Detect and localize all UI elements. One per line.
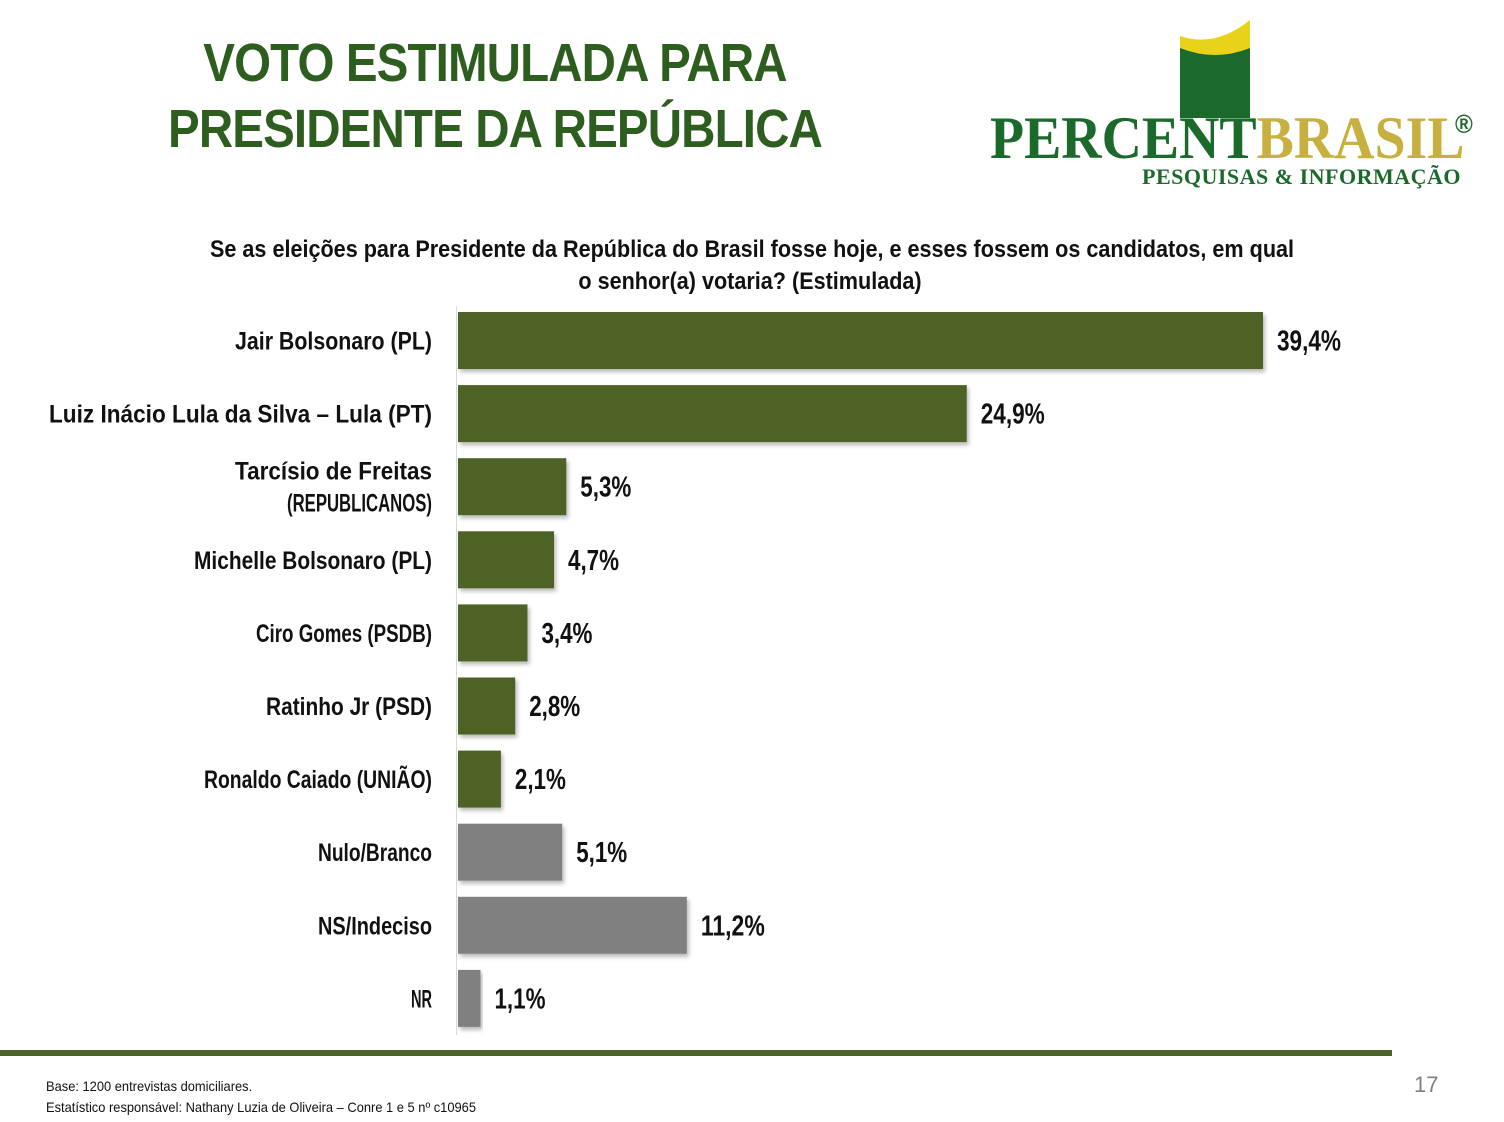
bar-9 xyxy=(458,969,481,1027)
bar-8 xyxy=(458,896,687,954)
footer-divider xyxy=(0,1050,1392,1056)
bar-3 xyxy=(458,531,555,589)
bar-value-label-4: 3,4% xyxy=(541,618,592,650)
category-label-7: Nulo/Branco xyxy=(318,839,432,867)
vote-bar-chart: 39,4% Jair Bolsonaro (PL) 24,9% Luiz Inácio… xyxy=(49,306,1341,1035)
bar-value-label-0: 39,4% xyxy=(1277,326,1341,358)
chart-question-line-1: Se as eleições para Presidente da Repúbl… xyxy=(210,236,1295,263)
bar-1 xyxy=(458,385,967,443)
bar-value-label-5: 2,8% xyxy=(529,691,580,723)
bar-7 xyxy=(458,823,563,881)
page-title-line-1: VOTO ESTIMULADA PARA xyxy=(203,33,787,93)
category-label-4: Ciro Gomes (PSDB) xyxy=(256,620,432,648)
bar-value-label-9: 1,1% xyxy=(494,983,545,1015)
category-label-3: Michelle Bolsonaro (PL) xyxy=(194,547,432,575)
category-label-5: Ratinho Jr (PSD) xyxy=(266,693,432,721)
bar-2 xyxy=(458,458,567,516)
chart-question: Se as eleições para Presidente da Repúbl… xyxy=(210,234,1295,298)
bar-5 xyxy=(458,677,516,735)
logo-word-percent: PERCENT xyxy=(990,105,1257,171)
registered-mark: ® xyxy=(1455,109,1473,139)
bar-value-label-1: 24,9% xyxy=(981,399,1045,431)
bar-value-label-8: 11,2% xyxy=(701,910,765,942)
logo-word-brasil: BRASIL xyxy=(1256,105,1465,171)
category-label-1: Luiz Inácio Lula da Silva – Lula (PT) xyxy=(49,401,432,429)
category-label-6: Ronaldo Caiado (UNIÃO) xyxy=(204,764,432,794)
category-label-9: NR xyxy=(411,985,432,1013)
category-label-2-line-0: Tarcísio de Freitas xyxy=(235,458,432,486)
bar-value-label-7: 5,1% xyxy=(576,837,627,869)
logo-wordmark: PERCENTBRASIL ® xyxy=(990,105,1473,171)
percent-brasil-logo: PERCENTBRASIL ® PESQUISAS & INFORMAÇÃO xyxy=(990,18,1490,198)
page-title: VOTO ESTIMULADA PARA PRESIDENTE DA REPÚB… xyxy=(139,30,852,162)
footer-statistician: Estatístico responsável: Nathany Luzia d… xyxy=(46,1099,476,1115)
bar-value-label-6: 2,1% xyxy=(515,764,566,796)
bar-6 xyxy=(458,750,501,808)
bar-4 xyxy=(458,604,528,662)
chart-question-line-2: o senhor(a) votaria? (Estimulada) xyxy=(578,268,922,295)
page-number: 17 xyxy=(1414,1072,1439,1097)
category-label-2-line-1: (REPUBLICANOS) xyxy=(287,490,432,518)
bar-value-label-2: 5,3% xyxy=(580,472,631,504)
bar-0 xyxy=(458,312,1263,369)
bar-value-label-3: 4,7% xyxy=(568,545,619,577)
page-title-line-2: PRESIDENTE DA REPÚBLICA xyxy=(168,99,823,159)
footer-notes: Base: 1200 entrevistas domiciliares. Est… xyxy=(46,1076,476,1118)
category-label-0: Jair Bolsonaro (PL) xyxy=(235,328,432,356)
footer-base: Base: 1200 entrevistas domiciliares. xyxy=(46,1078,253,1094)
logo-flag-icon xyxy=(1180,20,1250,118)
category-label-8: NS/Indeciso xyxy=(318,912,432,940)
logo-tagline: PESQUISAS & INFORMAÇÃO xyxy=(1142,164,1462,189)
